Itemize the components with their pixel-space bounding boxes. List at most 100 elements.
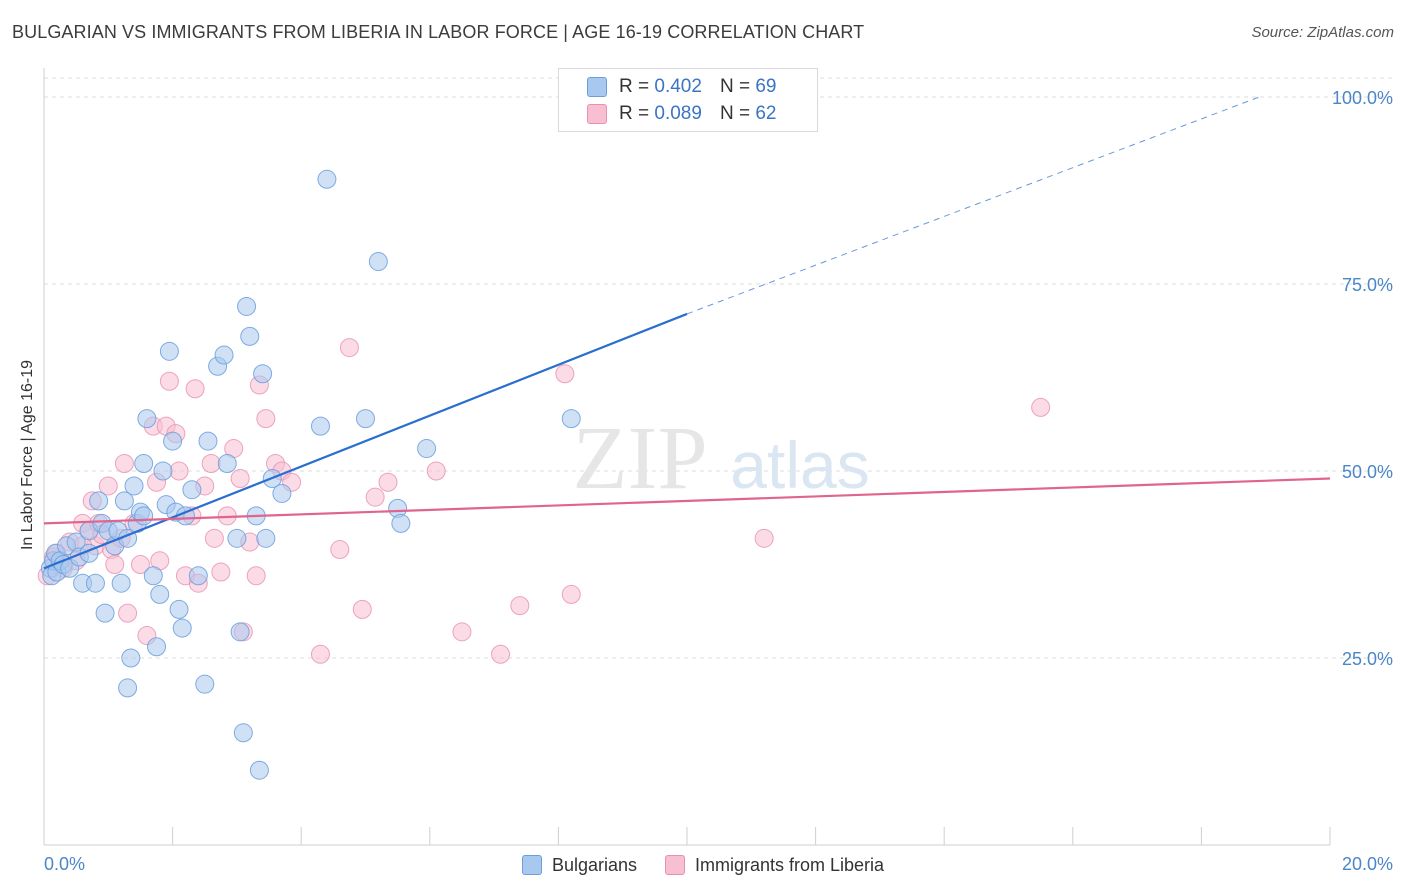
- gridlines: [44, 77, 1392, 659]
- liberia-point: [426, 461, 446, 481]
- legend-r-value: 0.089: [654, 103, 702, 124]
- watermark: ZIP atlas: [573, 409, 870, 508]
- watermark-atlas: atlas: [730, 428, 869, 502]
- legend-swatch-blue: [521, 855, 542, 875]
- legend-swatch-blue: [587, 77, 607, 97]
- bulgarian-point: [89, 491, 109, 511]
- bulgarian-point: [182, 480, 202, 500]
- bulgarian-point: [121, 648, 141, 668]
- bulgarian-point: [317, 169, 337, 189]
- liberia-point: [310, 644, 330, 664]
- bulgarian-point: [233, 723, 253, 743]
- legend-row-liberia: R = 0.089 N = 62: [587, 103, 776, 125]
- bulgarian-point: [114, 491, 134, 511]
- liberia-point: [365, 487, 385, 507]
- bulgarian-point: [217, 454, 237, 474]
- legend-swatch-pink: [587, 104, 607, 124]
- legend-n-value: 62: [755, 103, 777, 124]
- bulgarian-point: [111, 573, 131, 593]
- bulgarian-point: [368, 252, 388, 272]
- liberia-point: [105, 555, 125, 574]
- bulgarian-point: [195, 674, 215, 694]
- series-bulgarians-points: [40, 169, 581, 780]
- bulgarian-point: [169, 599, 189, 619]
- bulgarian-point: [214, 345, 234, 365]
- liberia-point: [330, 540, 350, 560]
- liberia-point: [1031, 397, 1051, 417]
- bulgarian-point: [85, 573, 105, 593]
- liberia-point: [114, 454, 134, 474]
- y-tick-label: 75.0%: [1342, 275, 1393, 295]
- bulgarian-point: [256, 528, 276, 548]
- bulgarian-point: [391, 513, 411, 533]
- liberia-point: [561, 584, 581, 604]
- legend-r-label: R =: [619, 103, 650, 124]
- liberia-point: [491, 644, 511, 664]
- bulgarians-trend-extension: [686, 96, 1260, 315]
- legend-label-bulgarians: Bulgarians: [551, 854, 637, 875]
- bulgarian-point: [561, 409, 581, 429]
- liberia-point: [510, 596, 530, 616]
- liberia-point: [185, 379, 205, 399]
- liberia-point: [754, 528, 774, 548]
- liberia-point: [378, 472, 398, 492]
- y-tick-label: 25.0%: [1342, 649, 1393, 669]
- legend-n-label: N =: [719, 76, 751, 97]
- x-tick-label: 20.0%: [1342, 854, 1393, 874]
- y-tick-label: 50.0%: [1342, 462, 1393, 482]
- bulgarian-point: [153, 461, 173, 481]
- bulgarian-point: [249, 760, 269, 780]
- liberia-point: [339, 338, 359, 358]
- legend-r-label: R =: [619, 76, 650, 97]
- bulgarian-point: [137, 409, 157, 429]
- y-tick-label: 100.0%: [1332, 88, 1393, 108]
- legend-r-value: 0.402: [654, 76, 702, 97]
- trend-lines: [43, 96, 1331, 570]
- bulgarian-point: [356, 409, 375, 429]
- x-tick-label: 0.0%: [44, 854, 85, 874]
- legend-row-bulgarians: R = 0.402 N = 69: [587, 76, 776, 98]
- bulgarian-point: [227, 528, 247, 548]
- tick-labels: 25.0% 50.0% 75.0% 100.0% 0.0% 20.0%: [44, 88, 1393, 874]
- bulgarian-point: [310, 416, 330, 436]
- bulgarian-point: [134, 506, 154, 526]
- bulgarian-point: [150, 584, 170, 604]
- liberia-point: [246, 566, 266, 586]
- series-legend: Bulgarians Immigrants from Liberia: [0, 852, 1406, 878]
- liberia-point: [159, 371, 179, 391]
- bulgarian-point: [118, 678, 138, 698]
- bulgarian-point: [272, 483, 292, 503]
- bulgarian-point: [159, 341, 179, 361]
- series-liberia-points: [37, 338, 1051, 664]
- bulgarian-point: [253, 364, 273, 384]
- bulgarian-point: [230, 622, 250, 642]
- bulgarian-point: [198, 431, 218, 451]
- liberia-point: [204, 528, 224, 548]
- legend-n-label: N =: [719, 103, 751, 124]
- bulgarian-point: [163, 431, 183, 451]
- bulgarian-point: [95, 603, 115, 623]
- legend-n-value: 69: [755, 76, 777, 97]
- legend-item-liberia[interactable]: Immigrants from Liberia: [665, 855, 884, 876]
- liberia-point: [230, 468, 250, 488]
- liberia-point: [256, 409, 276, 429]
- liberia-point: [118, 603, 138, 623]
- legend-label-liberia: Immigrants from Liberia: [695, 854, 885, 875]
- bulgarian-point: [143, 566, 163, 586]
- bulgarian-point: [172, 618, 192, 638]
- chart-title: BULGARIAN VS IMMIGRANTS FROM LIBERIA IN …: [12, 22, 865, 42]
- legend-item-bulgarians[interactable]: Bulgarians: [521, 854, 637, 876]
- liberia-point: [130, 555, 150, 574]
- bulgarian-point: [134, 454, 154, 474]
- liberia-point: [201, 454, 221, 474]
- liberia-point: [98, 476, 118, 496]
- liberia-trend-line: [43, 477, 1331, 525]
- bulgarian-point: [124, 476, 144, 496]
- legend-swatch-pink: [665, 855, 685, 875]
- liberia-point: [555, 364, 575, 384]
- bulgarians-trend-line: [43, 312, 688, 570]
- watermark-zip: ZIP: [573, 409, 708, 508]
- bulgarian-point: [417, 439, 437, 459]
- liberia-point: [452, 622, 472, 642]
